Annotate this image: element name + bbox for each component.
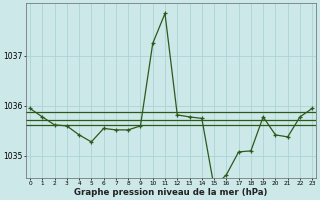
X-axis label: Graphe pression niveau de la mer (hPa): Graphe pression niveau de la mer (hPa) bbox=[75, 188, 268, 197]
